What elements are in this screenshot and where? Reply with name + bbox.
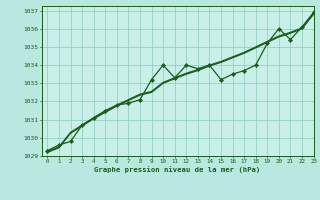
X-axis label: Graphe pression niveau de la mer (hPa): Graphe pression niveau de la mer (hPa) <box>94 166 261 173</box>
